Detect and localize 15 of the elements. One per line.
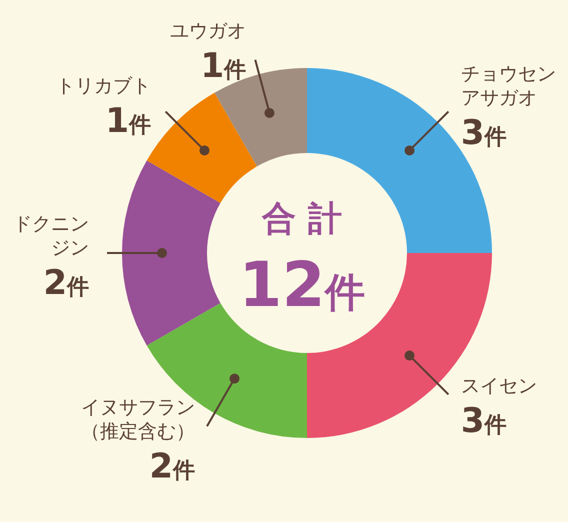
text: 12件 (238, 248, 366, 321)
data-label: 3件 (460, 113, 507, 154)
slice-label: チョウセンアサガオ (460, 63, 556, 110)
slice-label: イヌサフラン（推定含む） (81, 396, 195, 443)
data-label: 1件 (105, 101, 152, 142)
data-label: 1件 (200, 46, 246, 86)
slice-label: スイセン (460, 374, 537, 397)
donut-slice (122, 160, 220, 346)
slice-label: ユウガオ (170, 20, 246, 42)
slice-label: ドクニンジン (13, 213, 89, 259)
slice-label: トリカブト (56, 75, 152, 98)
data-label: 2件 (149, 446, 195, 487)
data-label: 3件 (460, 400, 507, 441)
text: 合 計 (261, 199, 342, 239)
data-label: 2件 (43, 263, 89, 303)
